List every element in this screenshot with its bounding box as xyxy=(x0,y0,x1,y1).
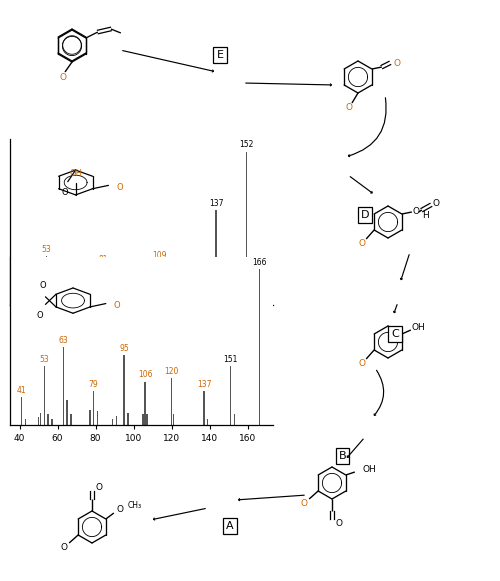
Text: 95: 95 xyxy=(120,344,129,353)
Text: OH: OH xyxy=(69,169,82,178)
Text: 39: 39 xyxy=(13,277,23,286)
Text: 137: 137 xyxy=(208,199,223,207)
Text: O: O xyxy=(394,59,401,67)
Text: O: O xyxy=(60,543,68,553)
Text: C: C xyxy=(391,329,399,339)
Text: 53: 53 xyxy=(40,354,49,364)
Text: O: O xyxy=(116,504,123,514)
Bar xyxy=(116,416,117,425)
Bar xyxy=(154,299,156,305)
Bar xyxy=(146,414,148,425)
Bar xyxy=(89,410,90,425)
Bar xyxy=(207,419,208,425)
Bar xyxy=(102,267,104,305)
Text: OH: OH xyxy=(412,324,426,332)
Text: O: O xyxy=(116,182,123,192)
Text: 63: 63 xyxy=(58,336,68,345)
Bar xyxy=(70,414,71,425)
Text: D: D xyxy=(361,210,369,220)
Bar xyxy=(70,295,71,305)
Text: O: O xyxy=(432,199,440,207)
Text: 53: 53 xyxy=(42,245,51,254)
Text: 151: 151 xyxy=(224,354,238,364)
Bar xyxy=(183,302,184,305)
Bar xyxy=(173,414,174,425)
Text: O: O xyxy=(346,103,352,113)
Text: 166: 166 xyxy=(252,258,266,267)
Bar xyxy=(124,302,126,305)
Text: A: A xyxy=(226,521,234,531)
Text: O: O xyxy=(335,518,342,528)
Bar xyxy=(142,414,144,425)
Bar xyxy=(38,418,39,425)
Bar xyxy=(97,411,98,425)
Text: O: O xyxy=(412,206,420,216)
Bar xyxy=(18,288,19,305)
Text: CH₃: CH₃ xyxy=(128,500,142,510)
Text: 109: 109 xyxy=(152,251,166,260)
Bar xyxy=(62,347,64,425)
Bar xyxy=(112,419,114,425)
Bar xyxy=(230,366,232,425)
Bar xyxy=(66,400,68,425)
Bar xyxy=(20,397,22,425)
Text: O: O xyxy=(114,301,120,310)
Text: O: O xyxy=(95,482,102,492)
Bar xyxy=(258,269,260,425)
Bar xyxy=(242,299,243,305)
Bar xyxy=(44,366,45,425)
Bar xyxy=(66,278,67,305)
Text: 63: 63 xyxy=(62,266,72,275)
Bar xyxy=(42,295,43,305)
Bar xyxy=(93,391,94,425)
Bar xyxy=(246,152,247,305)
Text: 106: 106 xyxy=(138,370,152,379)
Text: E: E xyxy=(216,49,224,60)
Bar xyxy=(46,256,47,305)
Text: O: O xyxy=(60,73,66,81)
Text: 81: 81 xyxy=(98,256,108,264)
Bar xyxy=(94,299,96,305)
Bar xyxy=(22,299,23,305)
Bar xyxy=(40,413,41,425)
Bar xyxy=(232,295,233,305)
Text: OH: OH xyxy=(363,465,376,475)
Text: 41: 41 xyxy=(16,386,26,395)
Text: 79: 79 xyxy=(89,379,99,389)
Bar xyxy=(40,297,41,305)
Bar xyxy=(124,355,125,425)
Text: 137: 137 xyxy=(197,379,212,389)
Bar xyxy=(158,262,160,305)
Bar xyxy=(234,414,235,425)
Bar xyxy=(24,419,26,425)
Text: B: B xyxy=(338,451,346,461)
Text: O: O xyxy=(37,311,44,320)
Text: O: O xyxy=(358,239,366,249)
Bar xyxy=(118,300,120,305)
Text: 120: 120 xyxy=(164,367,179,376)
Text: O: O xyxy=(358,360,366,368)
Text: O: O xyxy=(62,188,68,198)
Text: H: H xyxy=(422,211,429,221)
Bar xyxy=(150,299,152,305)
Bar xyxy=(51,419,52,425)
Bar xyxy=(171,378,172,425)
Text: O: O xyxy=(300,500,308,508)
Bar xyxy=(50,299,51,305)
Text: O: O xyxy=(40,281,46,290)
Text: 152: 152 xyxy=(239,141,254,149)
Bar xyxy=(144,382,146,425)
